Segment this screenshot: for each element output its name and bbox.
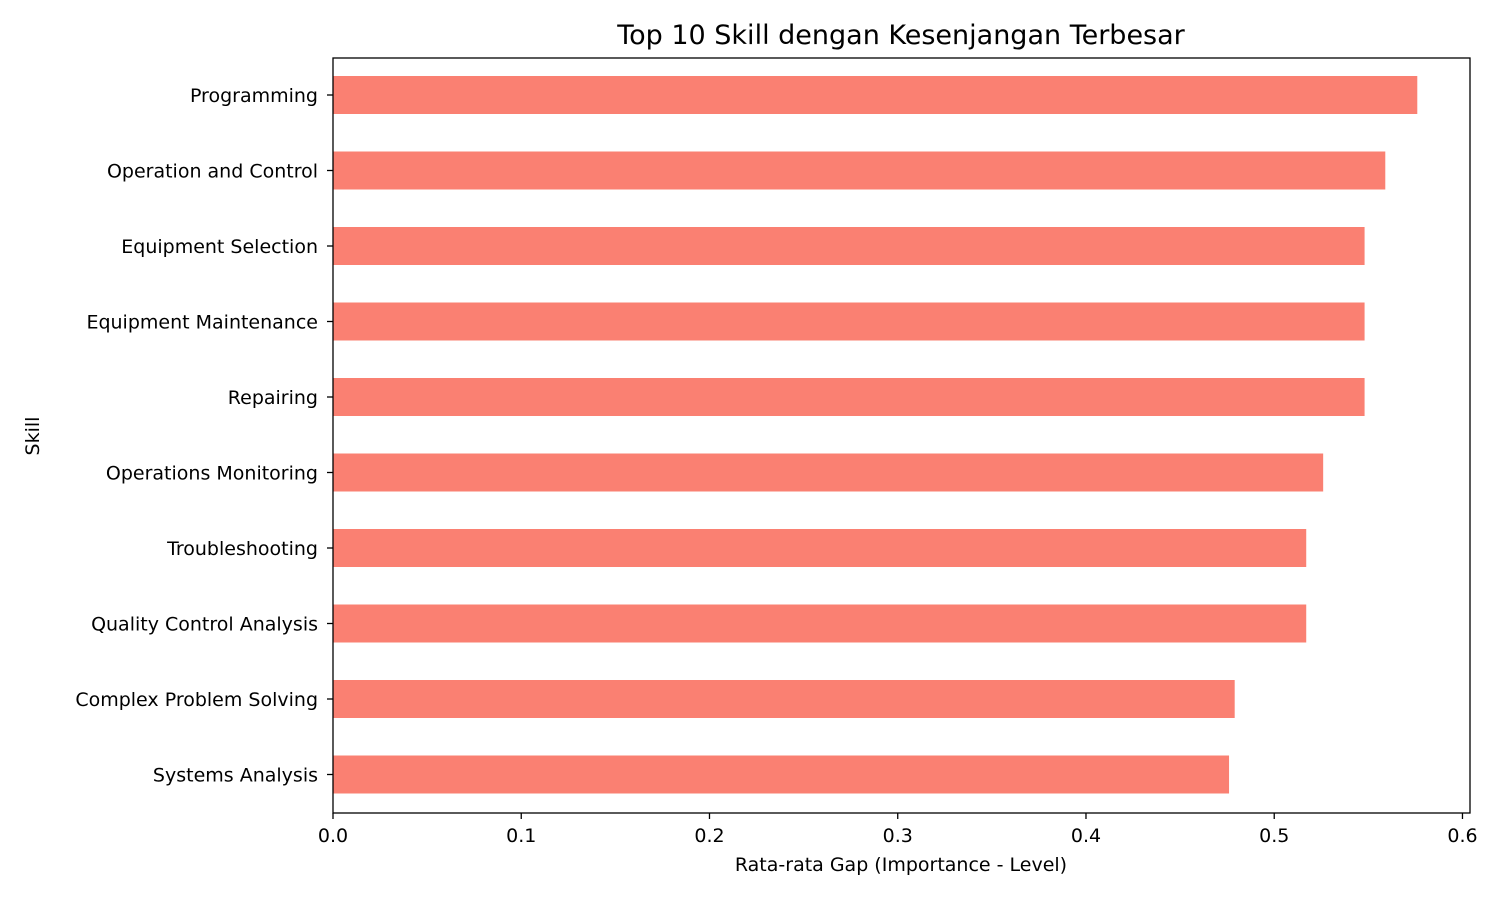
bar-operations-monitoring [333, 453, 1324, 492]
x-tick-label: 0.0 [318, 825, 348, 847]
y-tick-label: Operation and Control [107, 161, 318, 183]
bar-equipment-selection [333, 227, 1365, 265]
y-tick-label: Repairing [228, 387, 318, 409]
y-tick-label: Troubleshooting [166, 538, 318, 560]
y-tick-label: Quality Control Analysis [91, 614, 318, 636]
y-tick-label: Systems Analysis [153, 765, 318, 787]
y-tick-label: Complex Problem Solving [75, 689, 318, 711]
y-tick-label: Equipment Selection [121, 236, 318, 258]
bar-programming [333, 76, 1418, 114]
bar-equipment-maintenance [333, 302, 1365, 341]
y-axis-title: Skill [22, 417, 44, 456]
x-tick-label: 0.1 [506, 825, 536, 847]
x-tick-label: 0.4 [1071, 825, 1101, 847]
x-axis-title: Rata-rata Gap (Importance - Level) [735, 854, 1067, 876]
bar-systems-analysis [333, 755, 1230, 794]
y-axis-ticks: Programming Operation and Control Equipmen… [75, 85, 333, 787]
chart-title: Top 10 Skill dengan Kesenjangan Terbesar [616, 20, 1185, 51]
y-tick-label: Programming [190, 85, 318, 107]
bar-complex-problem-solving [333, 680, 1235, 718]
bar-troubleshooting [333, 529, 1307, 567]
x-tick-label: 0.6 [1447, 825, 1477, 847]
bars-group [333, 76, 1418, 794]
x-tick-label: 0.3 [883, 825, 913, 847]
bar-operation-and-control [333, 151, 1386, 190]
bar-quality-control-analysis [333, 604, 1307, 643]
plot-frame [332, 57, 1471, 814]
y-tick-label: Equipment Maintenance [86, 312, 318, 334]
x-tick-label: 0.5 [1259, 825, 1289, 847]
x-axis-ticks: 0.0 0.1 0.2 0.3 0.4 0.5 0.6 [318, 813, 1478, 847]
y-tick-label: Operations Monitoring [106, 463, 318, 485]
x-tick-label: 0.2 [694, 825, 724, 847]
bar-repairing [333, 378, 1365, 416]
